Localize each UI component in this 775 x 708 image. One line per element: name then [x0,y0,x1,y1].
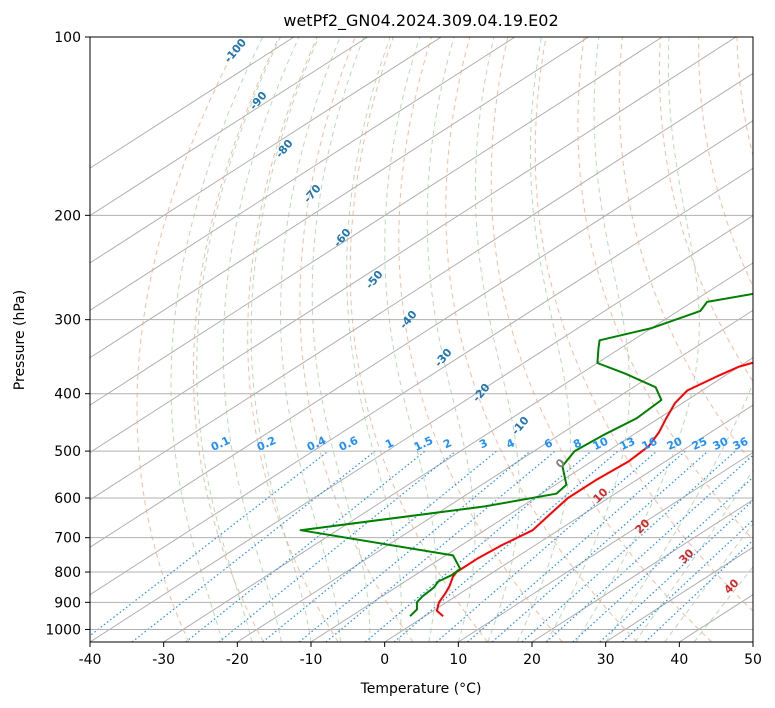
mixing-ratio-line [491,450,709,642]
moist-adiabat-line [222,37,300,642]
mixing-ratio-line [364,450,592,642]
mixing-ratio-label: 13 [618,435,637,453]
y-tick-label: 600 [54,491,81,507]
moist-adiabat-line [280,37,341,642]
dry-adiabat-line [299,37,414,642]
x-axis-label: Temperature (°C) [360,681,482,697]
isotherm-line [310,357,753,642]
dry-adiabat-line [736,37,753,159]
isotherm-line [237,309,753,642]
dry-adiabat-line [658,37,753,383]
mixing-ratio-label: 20 [665,435,685,453]
x-tick-label: 50 [744,652,762,668]
mixing-ratio-label: 30 [711,435,731,453]
x-tick-label: 0 [380,652,389,668]
dry-adiabat-line [618,37,753,465]
moist-adiabat-line [516,37,571,642]
x-tick-label: -40 [79,652,102,668]
mixing-ratio-line [185,450,426,642]
mixing-ratio-line [218,450,457,642]
isotherm-line [163,262,753,642]
moist-adiabat-line [474,37,520,642]
moist-adiabat-line [196,37,281,642]
dry-adiabat-line [698,37,753,288]
mixing-ratio-label: 25 [690,435,709,453]
y-tick-label: 400 [54,387,81,403]
isotherm-line [90,72,753,501]
isotherm-line [90,37,295,169]
y-axis: 100 200 300 400 500 600 700 800 900 1000 [45,30,90,638]
isotherm-line [90,37,442,264]
mixing-ratio-line [545,454,753,642]
y-tick-label: 800 [54,565,81,581]
mixing-ratio-line [325,450,556,642]
dry-adiabat-line [192,37,280,642]
isotherm-line [90,37,589,359]
isotherm-line [458,451,753,642]
x-tick-label: -10 [300,652,323,668]
x-axis: -40 -30 -20 -10 0 10 20 30 40 50 [79,642,762,668]
moist-adiabat-line [311,37,371,642]
isotherm-line [90,37,516,311]
isotherm-line [90,37,663,406]
dry-adiabat-line [490,37,713,642]
y-tick-label: 1000 [45,622,81,638]
x-tick-label: 40 [670,652,688,668]
moist-adiabat-line [346,37,402,642]
x-tick-label: 20 [523,652,541,668]
moist-adiabat-line [170,37,264,642]
y-tick-label: 200 [54,208,81,224]
mixing-ratio-line [393,450,619,642]
mixing-ratio-label: 36 [731,435,751,453]
mixing-ratio-label: 10 [591,435,611,453]
y-axis-label: Pressure (hPa) [12,290,28,390]
mixing-ratio-line [467,450,686,642]
moist-adiabat-line [546,37,631,642]
moist-adiabat-line [384,37,437,642]
isotherm-line [90,37,737,454]
plot-frame [89,36,754,643]
chart-title: wetPf2_GN04.2024.309.04.19.E02 [283,11,558,31]
dry-adiabat-line [247,37,339,642]
isotherm-line [90,120,753,548]
mixing-ratio-line [436,450,658,642]
pressure-gridlines [90,37,753,630]
moist-adiabat-line [250,37,320,642]
isotherm-line [90,167,753,596]
x-tick-label: -20 [226,652,249,668]
y-tick-label: 900 [54,595,81,611]
mixing-ratio-line [599,499,753,642]
dry-adiabat-line [445,37,638,642]
moist-adiabat-line [605,382,753,642]
x-tick-label: -30 [152,652,175,668]
isotherm-line [531,499,753,642]
y-tick-label: 100 [54,30,81,46]
dry-adiabat-line [577,37,753,541]
moist-adiabat-line [426,37,476,642]
y-tick-label: 300 [54,313,81,329]
x-tick-label: 10 [449,652,467,668]
moist-adiabat-line [575,37,700,642]
dewpoint-line [299,292,753,617]
y-tick-label: 700 [54,531,81,547]
series-group [299,292,753,617]
mixing-ratio-line [572,476,753,642]
isotherm-line [90,37,368,217]
dry-adiabat-line [349,37,488,642]
dry-adiabat-line [398,37,563,642]
background-lines [90,37,753,642]
isotherm-line [90,214,753,642]
mixing-ratio-label: 16 [640,435,660,453]
dry-adiabat-line [136,37,242,642]
isotherm-line [384,404,753,642]
y-tick-label: 500 [54,444,81,460]
x-tick-label: 30 [597,652,615,668]
